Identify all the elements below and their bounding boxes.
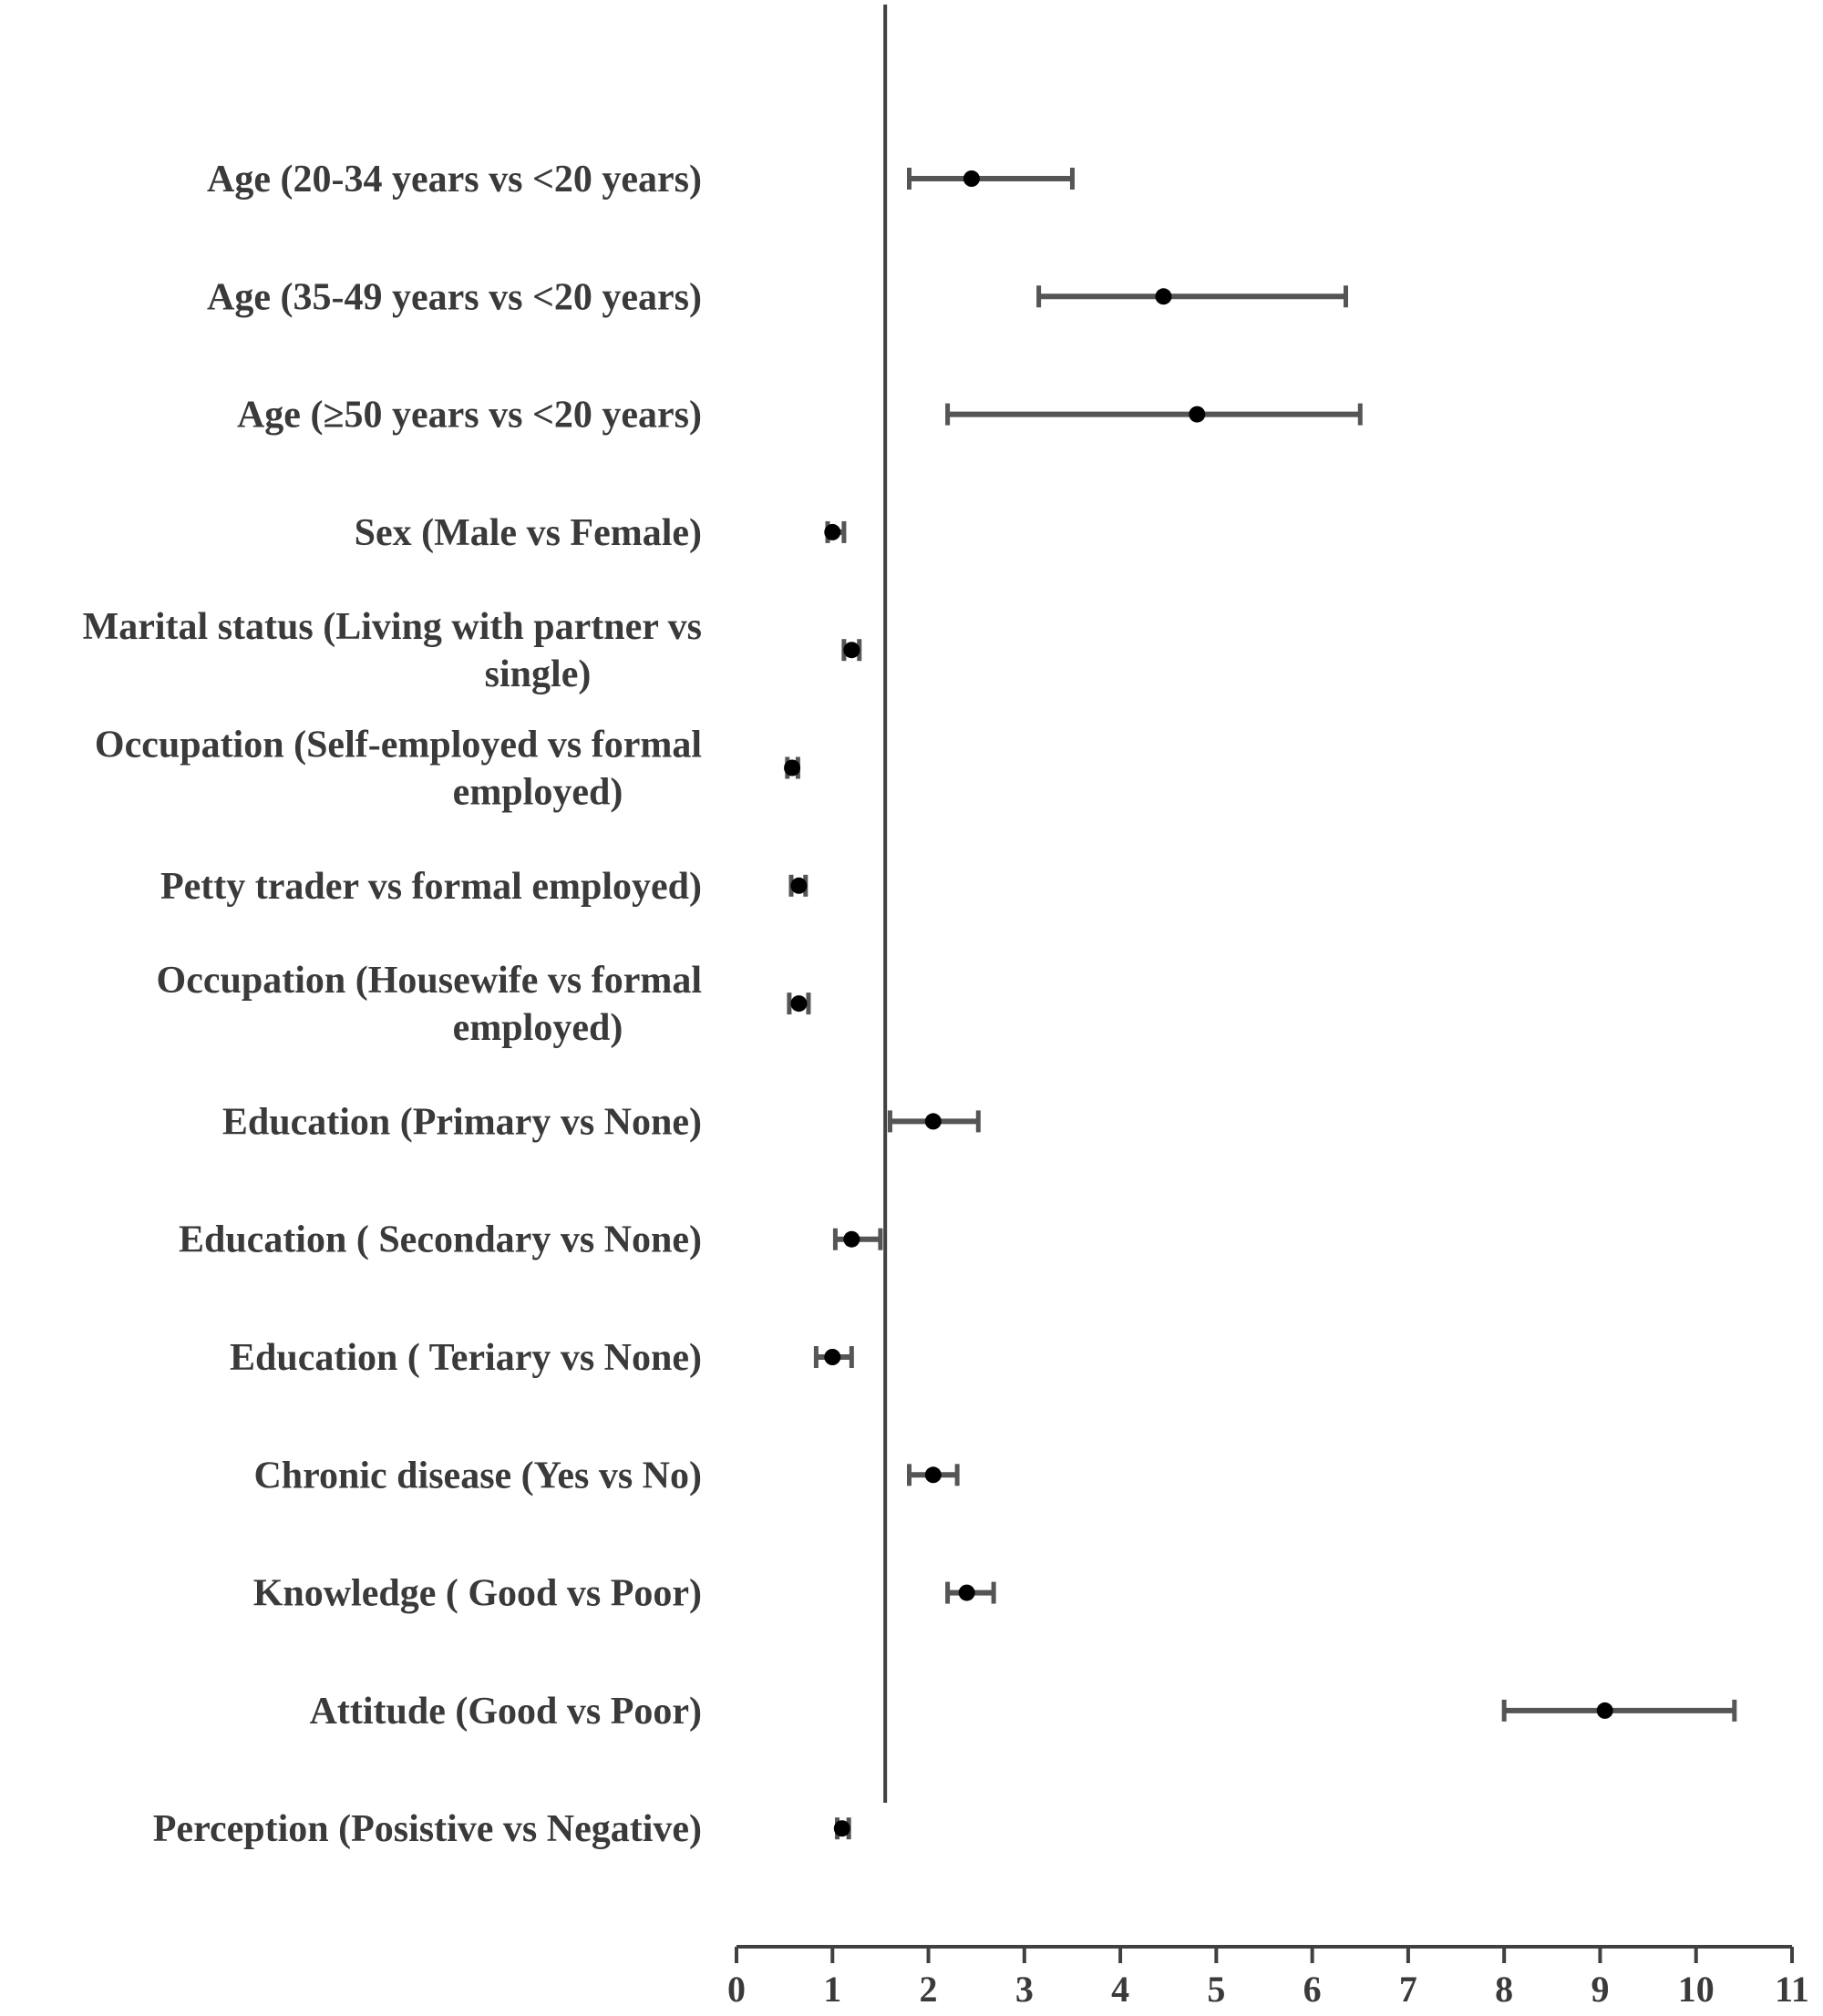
row-label: Chronic disease (Yes vs No): [253, 1455, 702, 1497]
point-estimate: [843, 1230, 860, 1248]
forest-row: Perception (Posistive vs Negative): [153, 1808, 851, 1850]
forest-row: Occupation (Self-employed vs formal emplo…: [95, 725, 801, 814]
row-label: Petty trader vs formal employed): [160, 866, 702, 908]
point-estimate: [843, 642, 860, 659]
point-estimate: [784, 759, 801, 777]
row-label: Marital status (Living with partner vs: [83, 606, 702, 648]
point-estimate: [824, 523, 841, 540]
row-label: Attitude (Good vs Poor): [310, 1691, 702, 1733]
row-label: single): [485, 653, 592, 695]
point-estimate: [824, 1349, 841, 1365]
x-tick-label: 0: [727, 1969, 746, 2010]
forest-row: Education ( Secondary vs None): [179, 1219, 883, 1261]
point-estimate: [790, 995, 808, 1013]
forest-row: Education ( Teriary vs None): [230, 1337, 854, 1379]
row-label: Occupation (Housewife vs formal: [157, 960, 702, 1002]
row-label: Education ( Secondary vs None): [179, 1219, 702, 1261]
row-label: Perception (Posistive vs Negative): [153, 1808, 702, 1850]
forest-row: Age (≥50 years vs <20 years): [237, 395, 1363, 437]
row-label: Age (≥50 years vs <20 years): [237, 395, 702, 437]
point-estimate: [833, 1820, 850, 1837]
x-tick-label: 2: [920, 1969, 938, 2010]
rows-layer: Age (20-34 years vs <20 years) Age (35-49…: [83, 159, 1737, 1850]
point-estimate: [1596, 1702, 1613, 1719]
row-label: Age (20-34 years vs <20 years): [207, 159, 702, 201]
row-label: Age (35-49 years vs <20 years): [207, 276, 702, 318]
x-tick-label: 8: [1495, 1969, 1513, 2010]
x-tick-label: 5: [1207, 1969, 1225, 2010]
x-axis: 0 1 2 3 4 5 6 7 8 9 10 11: [727, 1945, 1809, 2010]
row-label: Education ( Teriary vs None): [230, 1337, 702, 1379]
x-tick-label: 9: [1591, 1969, 1609, 2010]
row-label: Knowledge ( Good vs Poor): [253, 1573, 702, 1615]
row-label: Occupation (Self-employed vs formal: [95, 725, 702, 766]
forest-row: Occupation (Housewife vs formal employed): [157, 960, 811, 1049]
x-tick-label: 6: [1303, 1969, 1322, 2010]
forest-row: Sex (Male vs Female): [355, 512, 847, 554]
row-label: Sex (Male vs Female): [355, 512, 702, 554]
x-tick-label: 3: [1015, 1969, 1034, 2010]
point-estimate: [790, 877, 808, 894]
point-estimate: [958, 1584, 975, 1601]
x-tick-label: 7: [1399, 1969, 1417, 2010]
forest-row: Chronic disease (Yes vs No): [253, 1455, 960, 1497]
point-estimate: [924, 1466, 942, 1484]
forest-row: Knowledge ( Good vs Poor): [253, 1573, 996, 1615]
forest-row: Attitude (Good vs Poor): [310, 1691, 1737, 1733]
point-estimate: [1155, 288, 1172, 305]
point-estimate: [924, 1113, 942, 1130]
forest-row: Marital status (Living with partner vs si…: [83, 606, 862, 695]
forest-row: Education (Primary vs None): [222, 1101, 981, 1143]
forest-row: Petty trader vs formal employed): [160, 866, 809, 908]
forest-row: Age (20-34 years vs <20 years): [207, 159, 1075, 201]
x-tick-label: 11: [1775, 1969, 1809, 2010]
row-label: employed): [453, 772, 623, 814]
row-label: Education (Primary vs None): [222, 1101, 702, 1143]
forest-row: Age (35-49 years vs <20 years): [207, 276, 1348, 318]
row-label: employed): [453, 1007, 623, 1049]
point-estimate: [1189, 406, 1206, 423]
x-tick-label: 10: [1678, 1969, 1715, 2010]
point-estimate: [963, 170, 980, 187]
x-tick-label: 1: [823, 1969, 841, 2010]
x-tick-label: 4: [1111, 1969, 1129, 2010]
